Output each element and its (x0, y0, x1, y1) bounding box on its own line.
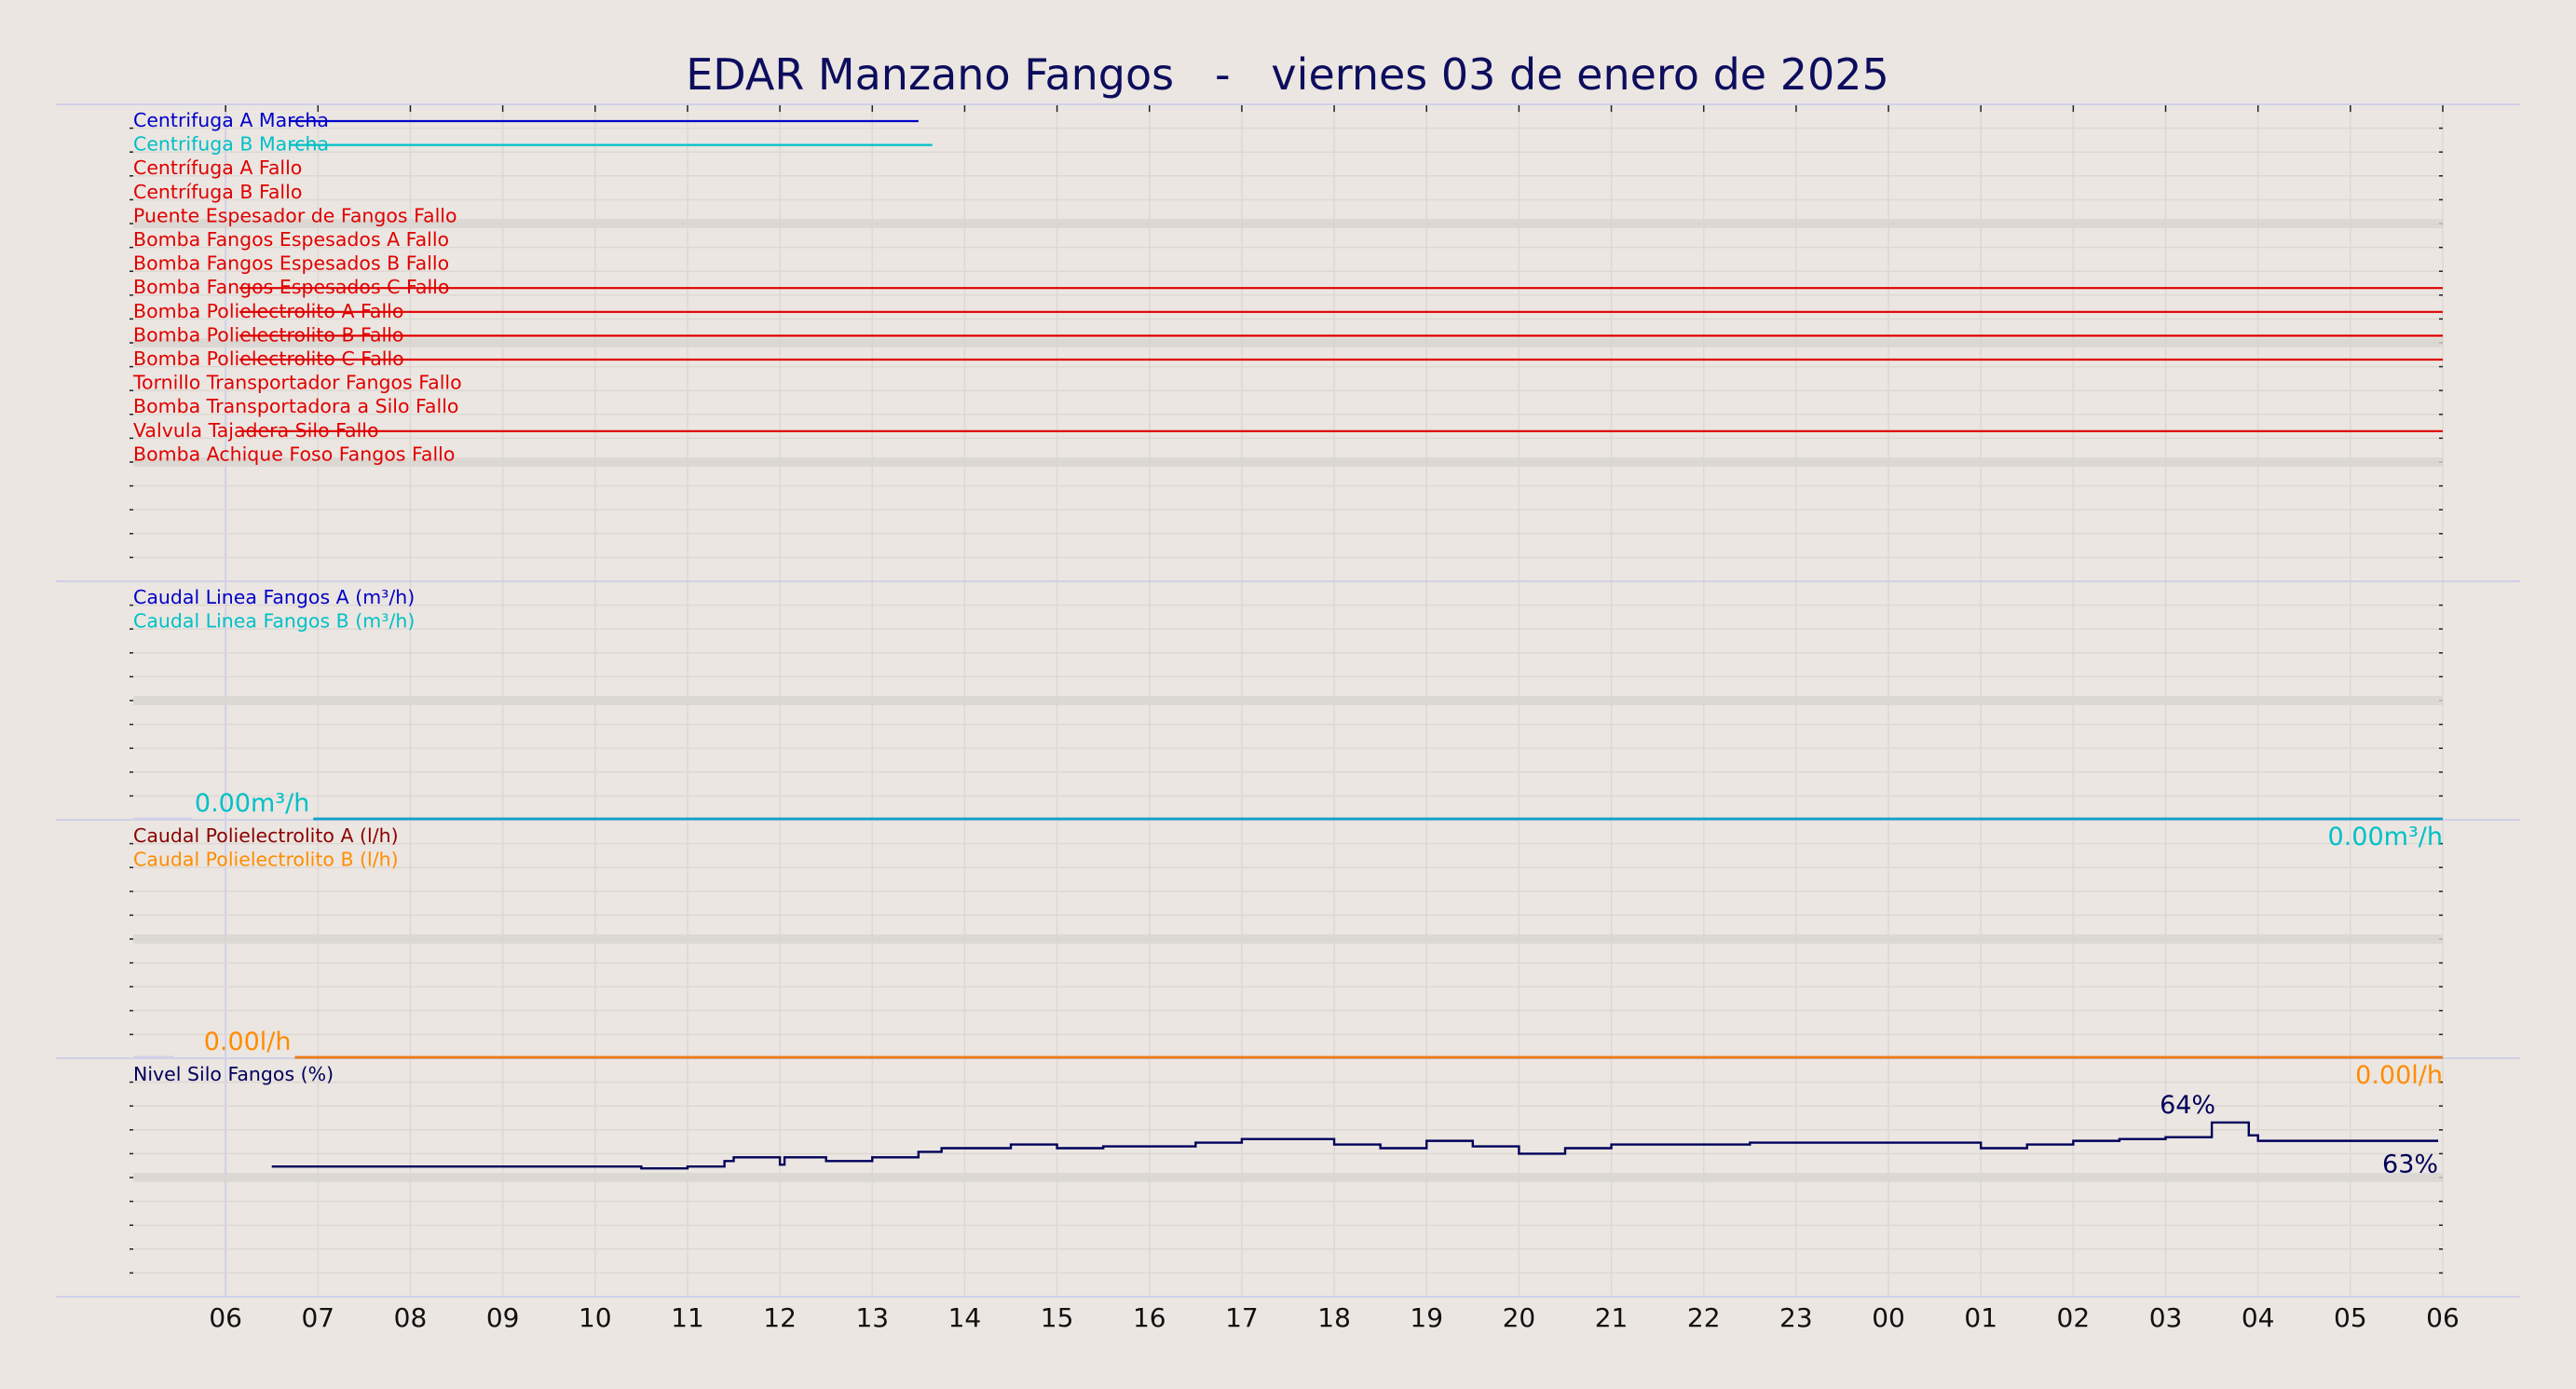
grid-band (133, 696, 2443, 705)
value-annotation-end: 0.00m³/h (2328, 823, 2443, 851)
x-tick-label: 17 (1225, 1302, 1259, 1333)
x-tick-label: 06 (209, 1302, 242, 1333)
x-tick-label: 04 (2242, 1302, 2275, 1333)
last-value-annotation: 63% (2382, 1151, 2438, 1179)
legend-label: Bomba Fangos Espesados B Fallo (133, 252, 449, 275)
x-tick-label: 19 (1410, 1302, 1443, 1333)
legend-label: Caudal Polielectrolito B (l/h) (133, 849, 399, 871)
legend-label: Centrífuga B Fallo (133, 181, 302, 203)
plot-area: 06 07 08 09 10 11 12 13 14 15 16 17 18 19 20 21 22 23 00 01… (56, 103, 2520, 1333)
x-tick-label: 20 (1503, 1302, 1536, 1333)
x-tick-label: 16 (1133, 1302, 1166, 1333)
legend-label: Caudal Linea Fangos B (m³/h) (133, 610, 415, 633)
x-tick-label: 12 (763, 1302, 797, 1333)
legend-label: Bomba Transportadora a Silo Fallo (133, 395, 458, 417)
x-tick-label: 09 (486, 1302, 520, 1333)
value-annotation-start: 0.00m³/h (195, 789, 309, 818)
legend-label: Centrífuga A Fallo (133, 157, 302, 179)
legend-label: Puente Espesador de Fangos Fallo (133, 204, 457, 226)
x-tick-label: 02 (2057, 1302, 2091, 1333)
legend-label: Caudal Linea Fangos A (m³/h) (133, 586, 415, 608)
x-tick-label: 18 (1317, 1302, 1351, 1333)
grid-band (133, 219, 2443, 228)
x-tick-label: 13 (855, 1302, 889, 1333)
value-annotation-start: 0.00l/h (204, 1028, 292, 1056)
x-tick-label: 00 (1872, 1302, 1905, 1333)
x-tick-label: 08 (394, 1302, 428, 1333)
x-tick-label: 06 (2426, 1302, 2460, 1333)
x-tick-label: 05 (2334, 1302, 2367, 1333)
grid-band (133, 457, 2443, 467)
legend-label: Caudal Polielectrolito A (l/h) (133, 824, 399, 847)
x-tick-label: 11 (671, 1302, 704, 1333)
legend-label: Bomba Fangos Espesados A Fallo (133, 228, 449, 251)
max-annotation: 64% (2160, 1091, 2215, 1120)
grid-band (133, 934, 2443, 944)
x-tick-label: 21 (1595, 1302, 1629, 1333)
level-series-line (271, 1121, 2439, 1170)
legend-label: Tornillo Transportador Fangos Fallo (132, 372, 462, 394)
x-tick-label: 07 (301, 1302, 334, 1333)
value-annotation-end: 0.00l/h (2355, 1061, 2443, 1090)
x-tick-label: 14 (948, 1302, 982, 1333)
x-tick-label: 01 (1964, 1302, 1997, 1333)
grid-band (133, 1173, 2443, 1182)
x-tick-label: 10 (579, 1302, 612, 1333)
legend-label: Bomba Achique Foso Fangos Fallo (133, 443, 455, 465)
x-tick-label: 23 (1779, 1302, 1813, 1333)
x-tick-label: 22 (1687, 1302, 1721, 1333)
legend-label: Nivel Silo Fangos (%) (133, 1063, 334, 1085)
x-tick-label: 03 (2149, 1302, 2183, 1333)
x-tick-label: 15 (1041, 1302, 1074, 1333)
grid-band (133, 338, 2443, 347)
chart-title: EDAR Manzano Fangos - viernes 03 de ener… (686, 49, 1889, 100)
